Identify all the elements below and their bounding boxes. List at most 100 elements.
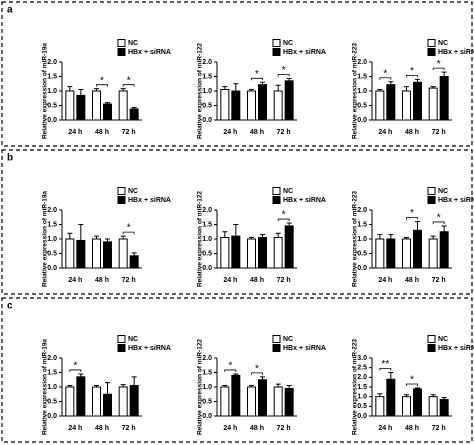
error-bar	[233, 83, 239, 91]
bar	[103, 241, 112, 269]
significance-label: *	[437, 59, 441, 70]
bar	[428, 87, 438, 121]
y-axis-label: Relative expression of miR-122	[197, 191, 204, 287]
significance-label: *	[100, 75, 104, 86]
bar	[92, 238, 101, 269]
error-bar	[377, 234, 383, 239]
y-tick-label: 0.0	[202, 413, 212, 420]
legend-swatch	[272, 48, 281, 56]
legend-label: HBx + siRNA	[128, 197, 171, 204]
legend-swatch	[427, 335, 436, 343]
legend-label: NC	[283, 40, 293, 47]
bar	[386, 84, 396, 121]
x-tick-label: 24 h	[223, 425, 237, 432]
error-bar	[131, 252, 137, 256]
error-bar	[120, 384, 126, 387]
legend-label: HBx + siRNA	[128, 49, 171, 56]
y-tick-label: 2.0	[357, 207, 367, 214]
legend-label: NC	[128, 188, 138, 195]
error-bar	[275, 84, 281, 91]
error-bar	[377, 89, 383, 91]
y-tick-label: 2.0	[47, 207, 57, 214]
x-tick-label: 48 h	[95, 277, 109, 284]
error-bar	[105, 238, 110, 242]
bar	[65, 90, 75, 121]
error-bar	[415, 78, 420, 83]
significance-bracket	[432, 67, 445, 71]
error-bar	[78, 89, 84, 96]
y-axis-label: Relative expression of miR-19a	[42, 339, 49, 435]
error-bar	[260, 234, 265, 238]
significance-bracket	[379, 368, 392, 371]
y-tick-label: 0.0	[202, 117, 212, 124]
y-tick-label: 3.0	[357, 355, 367, 362]
y-tick-label: 0.5	[357, 102, 367, 109]
legend-swatch	[117, 187, 126, 195]
y-tick-label: 0.5	[47, 102, 57, 109]
x-tick-label: 48 h	[405, 277, 419, 284]
significance-label: *	[410, 375, 414, 386]
panel-label: b	[7, 153, 13, 164]
x-tick-label: 72 h	[277, 425, 291, 432]
bar	[386, 238, 396, 269]
x-tick-label: 24 h	[68, 277, 82, 284]
significance-label: *	[383, 68, 387, 79]
significance-label: *	[127, 75, 131, 86]
bar	[258, 237, 267, 269]
y-tick-label: 1.5	[357, 221, 367, 228]
y-axis-label: Relative expression of miR-122	[197, 339, 204, 435]
significance-bracket	[277, 74, 290, 77]
significance-label: **	[381, 359, 389, 370]
significance-bracket	[379, 77, 392, 80]
y-tick-label: 1.5	[47, 221, 57, 228]
error-bar	[120, 235, 126, 239]
error-bar	[430, 235, 436, 239]
legend-label: HBx + siRNA	[283, 345, 326, 352]
legend-label: HBx + siRNA	[128, 345, 171, 352]
error-bar	[94, 88, 99, 91]
legend-swatch	[272, 196, 281, 204]
bar	[284, 225, 294, 269]
bar	[258, 379, 267, 417]
y-tick-label: 1.0	[357, 236, 367, 243]
bar	[92, 386, 101, 417]
y-tick-label: 1.0	[47, 88, 57, 95]
error-bar	[415, 221, 420, 231]
y-tick-label: 1.5	[357, 384, 367, 391]
legend-label: HBx + siRNA	[438, 345, 474, 352]
error-bar	[430, 394, 436, 397]
y-tick-label: 2.0	[202, 207, 212, 214]
y-tick-label: 0.0	[202, 265, 212, 272]
error-bar	[249, 385, 254, 387]
x-tick-label: 72 h	[122, 425, 136, 432]
legend-swatch	[427, 39, 436, 47]
bar	[428, 396, 438, 417]
y-tick-label: 0.5	[357, 250, 367, 257]
panel-border	[1, 297, 473, 443]
error-bar	[388, 372, 394, 380]
legend-label: NC	[128, 40, 138, 47]
significance-bracket	[69, 369, 82, 372]
significance-bracket	[122, 231, 135, 235]
y-tick-label: 0.5	[47, 398, 57, 405]
legend-swatch	[117, 48, 126, 56]
bar	[247, 386, 256, 417]
legend-swatch	[117, 335, 126, 343]
significance-bracket	[432, 221, 445, 224]
bar	[220, 237, 230, 269]
y-axis-label: Relative expression of miR-223	[352, 43, 359, 139]
x-tick-label: 24 h	[223, 129, 237, 136]
legend-label: NC	[128, 336, 138, 343]
error-bar	[260, 81, 265, 85]
bar	[76, 239, 86, 269]
legend-swatch	[272, 335, 281, 343]
x-tick-label: 48 h	[95, 129, 109, 136]
significance-label: *	[127, 223, 131, 234]
error-bar	[286, 222, 292, 226]
error-bar	[131, 376, 137, 386]
x-tick-label: 72 h	[432, 129, 446, 136]
significance-bracket	[406, 75, 418, 78]
legend-swatch	[272, 39, 281, 47]
y-axis-label: Relative expression of miR-223	[352, 339, 359, 435]
legend-swatch	[272, 344, 281, 352]
